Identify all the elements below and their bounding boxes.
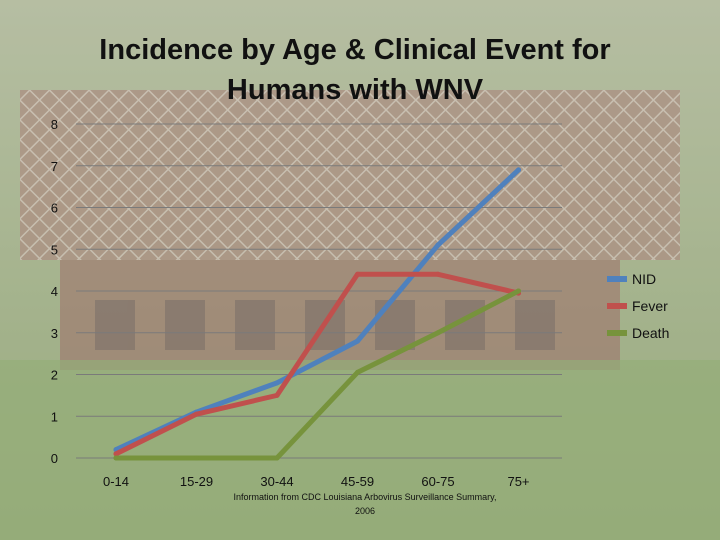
x-tick-label: 45-59 — [341, 474, 374, 489]
series-lines — [113, 167, 521, 461]
x-tick-label: 60-75 — [421, 474, 454, 489]
series-line-nid — [113, 167, 521, 453]
y-tick-label: 5 — [51, 242, 58, 257]
data-point-death — [516, 288, 521, 294]
x-axis-ticks: 0-14 15-29 30-44 45-59 60-75 75+ — [103, 474, 530, 489]
gridlines — [76, 123, 562, 459]
data-point-nid — [516, 167, 521, 173]
y-tick-label: 7 — [51, 159, 58, 174]
y-tick-label: 3 — [51, 326, 58, 341]
chart-title: Incidence by Age & Clinical Event for Hu… — [99, 34, 611, 106]
legend-swatch-death — [607, 330, 627, 336]
data-point-death — [435, 330, 441, 336]
y-tick-label: 0 — [51, 451, 58, 466]
data-point-fever — [274, 392, 280, 398]
legend-label-fever: Fever — [632, 298, 668, 314]
legend-label-nid: NID — [632, 271, 656, 287]
legend-label-death: Death — [632, 325, 669, 341]
legend-swatch-nid — [607, 276, 627, 282]
data-point-nid — [435, 242, 441, 248]
data-point-fever — [435, 271, 441, 277]
x-tick-label: 30-44 — [260, 474, 293, 489]
y-axis-ticks: 0 1 2 3 4 5 6 7 8 — [51, 117, 58, 466]
data-point-fever — [355, 271, 360, 277]
y-tick-label: 6 — [51, 201, 58, 216]
data-point-death — [355, 369, 360, 375]
series-line-death — [113, 288, 521, 461]
data-point-death — [274, 455, 280, 461]
source-annotation: Information from CDC Louisiana Arbovirus… — [233, 492, 497, 516]
legend-swatch-fever — [607, 303, 627, 309]
series-line-fever — [113, 271, 521, 457]
data-point-nid — [355, 338, 360, 344]
y-tick-label: 1 — [51, 409, 58, 424]
y-tick-label: 4 — [51, 284, 58, 299]
data-point-fever — [113, 451, 119, 457]
x-tick-label: 75+ — [507, 474, 529, 489]
data-point-fever — [194, 411, 199, 417]
x-tick-label: 15-29 — [180, 474, 213, 489]
y-tick-label: 8 — [51, 117, 58, 132]
data-point-death — [194, 455, 199, 461]
data-point-death — [113, 455, 119, 461]
data-point-nid — [274, 380, 280, 386]
y-tick-label: 2 — [51, 368, 58, 383]
x-tick-label: 0-14 — [103, 474, 129, 489]
legend: NID Fever Death — [607, 271, 669, 341]
